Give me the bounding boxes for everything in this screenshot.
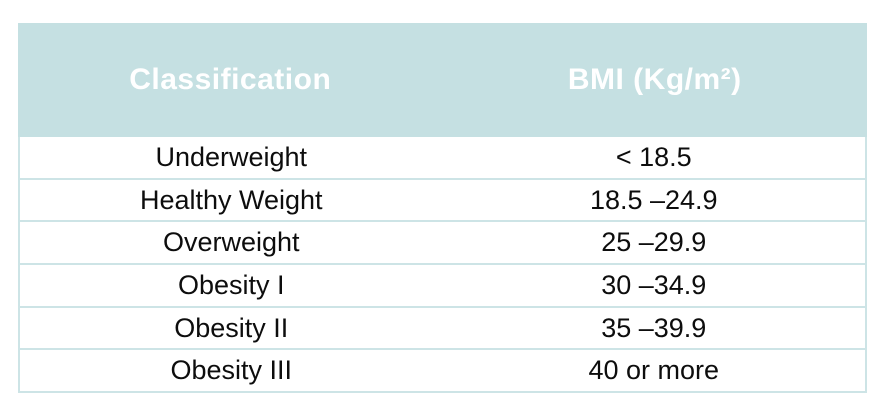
table-header-row: Classification BMI (Kg/m²) xyxy=(18,23,867,137)
cell-bmi: 35 –39.9 xyxy=(601,312,707,343)
cell-bmi: 18.5 –24.9 xyxy=(589,184,718,215)
cell-bmi: < 18.5 xyxy=(615,141,692,172)
table-row: Obesity II 35 –39.9 xyxy=(20,308,865,351)
table-row: Healthy Weight 18.5 –24.9 xyxy=(20,180,865,223)
table-row: Underweight < 18.5 xyxy=(20,137,865,180)
header-cell-classification: Classification xyxy=(129,63,332,96)
header-cell-bmi: BMI (Kg/m²) xyxy=(567,63,742,96)
bmi-classification-table: Classification BMI (Kg/m²) Underweight <… xyxy=(18,23,867,394)
cell-bmi: 25 –29.9 xyxy=(601,227,707,258)
cell-classification: Obesity I xyxy=(177,269,285,300)
table-row: Obesity III 40 or more xyxy=(20,350,865,394)
cell-classification: Obesity II xyxy=(174,312,289,343)
table-body: Underweight < 18.5 Healthy Weight 18.5 –… xyxy=(18,137,867,394)
cell-classification: Overweight xyxy=(162,227,300,258)
cell-bmi: 40 or more xyxy=(588,355,720,386)
table-row: Overweight 25 –29.9 xyxy=(20,222,865,266)
cell-classification: Healthy Weight xyxy=(139,184,323,215)
table-row: Obesity I 30 –34.9 xyxy=(20,265,865,308)
cell-classification: Underweight xyxy=(155,141,308,172)
cell-bmi: 30 –34.9 xyxy=(601,269,707,300)
cell-classification: Obesity III xyxy=(170,355,293,386)
